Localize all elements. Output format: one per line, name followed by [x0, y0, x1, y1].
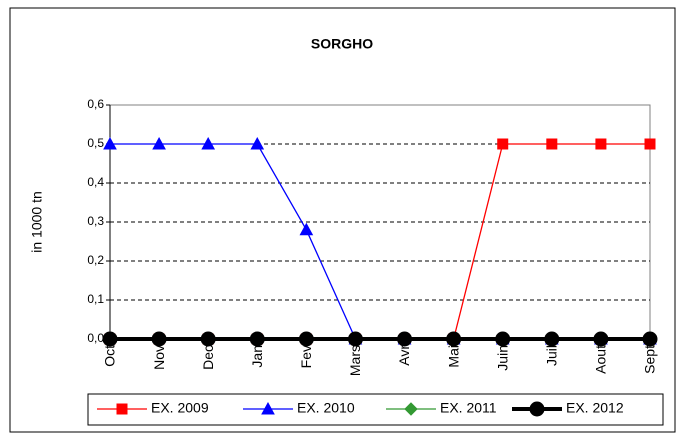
data-point	[446, 331, 462, 347]
data-point	[298, 331, 314, 347]
data-point	[546, 138, 558, 150]
x-tick-label: Aout	[593, 345, 609, 374]
y-tick-label: 0,6	[87, 97, 104, 111]
x-tick-label: Avr	[396, 345, 412, 366]
data-point	[544, 331, 560, 347]
y-tick-label: 0,3	[87, 214, 104, 228]
data-point	[497, 138, 509, 150]
legend-label: EX. 2012	[566, 400, 624, 416]
y-axis-label: in 1000 tn	[29, 191, 45, 253]
y-tick-label: 0,5	[87, 136, 104, 150]
y-tick-label: 0,2	[87, 253, 104, 267]
data-point	[250, 136, 265, 150]
legend-box	[87, 393, 664, 426]
legend-label: EX. 2010	[297, 400, 355, 416]
x-tick-label: Nov	[151, 345, 167, 370]
data-point	[299, 222, 314, 236]
data-point	[642, 331, 658, 347]
data-point	[103, 136, 117, 150]
y-tick-label: 0,1	[87, 292, 104, 306]
y-tick-label: 0,4	[87, 175, 104, 189]
x-tick-label: Mai	[445, 345, 461, 368]
data-point	[644, 138, 656, 150]
data-point	[593, 331, 609, 347]
legend-marker	[529, 401, 545, 417]
x-tick-label: Jan	[249, 345, 265, 368]
legend-marker	[261, 401, 275, 415]
x-tick-label: Juin	[494, 345, 510, 371]
data-point	[595, 138, 607, 150]
x-tick-label: Mars	[347, 345, 363, 376]
legend-label: EX. 2011	[440, 400, 497, 416]
data-point	[152, 136, 166, 150]
data-point	[397, 331, 413, 347]
x-tick-label: Oct	[102, 345, 118, 367]
data-point	[151, 331, 167, 347]
data-point	[347, 331, 363, 347]
x-tick-label: Juil	[544, 345, 560, 366]
x-tick-label: Dec	[200, 345, 216, 370]
data-point	[200, 331, 216, 347]
chart-title: SORGHO	[311, 36, 373, 52]
data-point	[249, 331, 265, 347]
legend-label: EX. 2009	[151, 400, 209, 416]
x-tick-label: Fev	[298, 345, 314, 368]
legend-marker	[116, 403, 128, 415]
data-point	[201, 136, 216, 150]
chart-frame	[9, 7, 676, 433]
y-tick-label: 0,0	[87, 331, 104, 345]
legend-marker	[404, 402, 418, 416]
data-point	[495, 331, 511, 347]
x-tick-label: Sept	[642, 345, 658, 374]
data-point	[102, 331, 118, 347]
